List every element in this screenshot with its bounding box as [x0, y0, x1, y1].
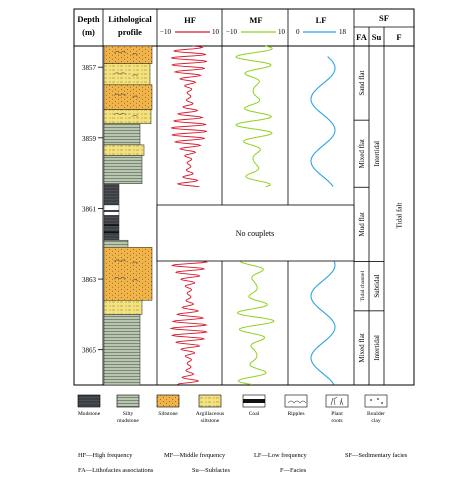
ripple-mark — [113, 277, 139, 282]
hf-max-label: 10 — [212, 28, 220, 36]
litho-layer — [103, 144, 145, 156]
no-couplets-band — [156, 204, 355, 262]
depth-unit-header: (m) — [82, 27, 95, 37]
depth-tick-label: 3861 — [82, 205, 97, 213]
litho-header-2: profile — [118, 27, 142, 37]
legend-label: Argillaceous — [196, 411, 224, 417]
ripple-mark — [113, 113, 139, 118]
abbrev-note: LF—Low frequency — [254, 452, 308, 459]
coal-layer — [104, 224, 119, 226]
depth-header: Depth — [77, 14, 99, 24]
legend-swatch — [116, 394, 140, 408]
litho-layer — [103, 63, 151, 86]
litho-layer — [103, 123, 141, 146]
boulder-dot — [370, 399, 372, 401]
mf-max-label: 10 — [278, 28, 286, 36]
depth-tick-label: 3865 — [82, 347, 97, 355]
litho-header: Lithological — [108, 14, 152, 24]
su-label: Intertidal — [373, 141, 381, 167]
hf-header: HF — [184, 15, 196, 25]
mf-curve — [235, 45, 273, 188]
litho-layer — [103, 239, 129, 248]
litho-layer — [103, 314, 141, 386]
boulder-dot — [381, 402, 383, 404]
legend-label: Boulder — [367, 411, 385, 417]
fa-label: Mixed flat — [358, 333, 366, 362]
litho-layer — [103, 300, 143, 315]
litho-layer — [103, 109, 152, 124]
no-couplets-label: No couplets — [236, 229, 274, 238]
depth-tick-label: 3857 — [82, 64, 97, 72]
su-label: Intertidal — [373, 335, 381, 361]
depth-tick-label: 3859 — [82, 135, 97, 143]
mf-min-label: −10 — [226, 28, 237, 36]
su-header: Su — [372, 32, 382, 42]
legend-swatch — [156, 394, 180, 408]
depth-axis: 3857 3859 3861 3863 3865 — [82, 64, 103, 355]
legend-swatch — [325, 394, 349, 408]
legend-label: Plant — [331, 411, 343, 417]
boulder-dot — [377, 398, 379, 400]
fa-label: Mud flat — [358, 212, 366, 236]
lithology-column — [103, 45, 153, 386]
mf-header: MF — [249, 15, 262, 25]
fa-header: FA — [356, 32, 368, 42]
legend-label: Mudstone — [78, 411, 101, 417]
depth-tick-label: 3863 — [82, 276, 97, 284]
abbrev-note: Su—Subfacies — [192, 467, 230, 474]
ripple-mark — [113, 93, 139, 98]
frequency-curves — [169, 45, 336, 386]
ripple-mark — [113, 259, 139, 264]
lf-header: LF — [316, 15, 327, 25]
hf-min-label: −10 — [160, 28, 171, 36]
ripple-symbol — [287, 400, 307, 404]
abbrev-note: MF—Middle frequency — [164, 452, 226, 459]
litho-layer — [103, 183, 120, 206]
lf-max-label: 18 — [339, 28, 347, 36]
abbrev-note: FA—Lithofacies associations — [78, 467, 154, 474]
plant-roots-symbol — [330, 396, 344, 406]
mf-curve — [237, 253, 275, 386]
fa-label: Tidal channel — [360, 270, 366, 301]
legend-label-2: mudstone — [117, 418, 139, 424]
ripple-mark — [113, 72, 139, 77]
legend-swatch — [77, 394, 101, 408]
table-frame — [73, 8, 415, 386]
coal-layer — [104, 210, 119, 212]
facies-columns: Sand flat Mixed flat Mud flat Tidal channel… — [354, 70, 404, 363]
f-header: F — [396, 32, 401, 42]
lf-curve — [310, 56, 336, 187]
litho-layer — [103, 155, 143, 184]
legend-label: Siltstone — [158, 411, 178, 417]
litho-layer — [103, 247, 153, 301]
hf-curve — [169, 253, 209, 385]
fa-label: Sand flat — [358, 70, 366, 95]
su-label: Subtidal — [373, 274, 381, 297]
legend-label-2: clay — [371, 418, 381, 424]
legend-label-2: siltstone — [201, 418, 220, 424]
legend-swatch — [198, 394, 222, 408]
lf-curve — [310, 261, 336, 385]
legend-label: Ripples — [287, 411, 304, 417]
litho-layer — [103, 84, 153, 110]
ripple-mark — [113, 51, 139, 56]
legend-label: Coal — [249, 411, 260, 417]
legend-label-2: roots — [331, 418, 342, 424]
abbrev-note: HF—High frequency — [78, 452, 133, 459]
litho-layer — [103, 215, 120, 241]
fa-label: Mixed flat — [358, 139, 366, 168]
abbrev-note: F—Facies — [280, 467, 307, 474]
coal-layer — [104, 231, 119, 233]
legend-label: Silty — [123, 411, 134, 417]
abbrev-note: SF—Sedimentary facies — [345, 452, 408, 459]
hf-curve — [171, 45, 208, 188]
sf-header: SF — [379, 13, 389, 23]
coal-swatch-bar — [243, 399, 265, 403]
litho-layer — [103, 45, 153, 64]
lf-min-label: 0 — [296, 28, 300, 36]
f-label: Tidal falt — [396, 203, 404, 229]
legend-swatch — [364, 394, 388, 408]
